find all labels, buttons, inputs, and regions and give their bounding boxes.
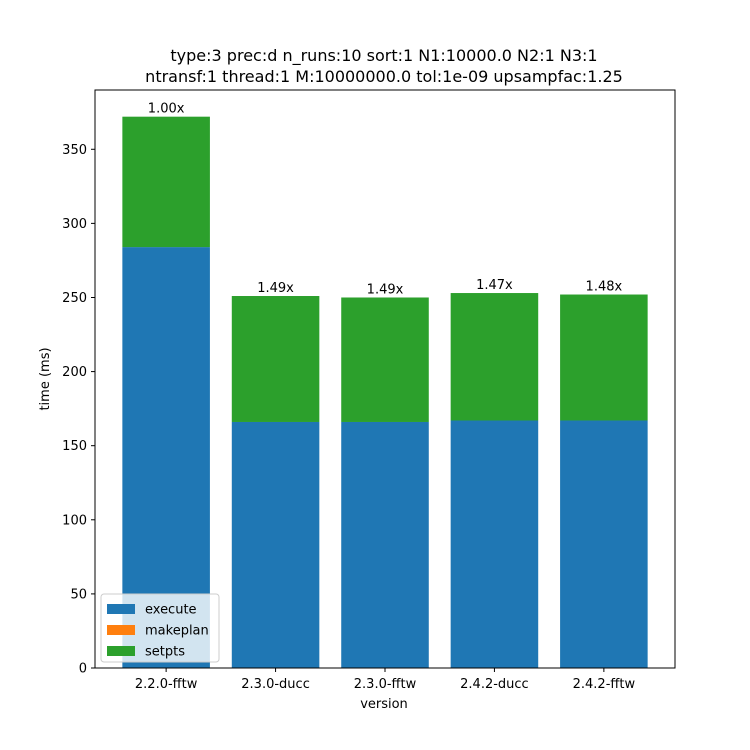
bars-group <box>122 116 648 668</box>
y-tick-label-0: 0 <box>79 662 87 677</box>
bar-execute-2 <box>341 421 429 668</box>
bar-setpts-4 <box>560 294 648 421</box>
bar-execute-3 <box>450 420 539 668</box>
bar-setpts-0 <box>122 116 210 248</box>
bar-execute-1 <box>231 421 320 668</box>
x-tick-label-1: 2.3.0-ducc <box>241 677 310 692</box>
y-tick-label-200: 200 <box>62 365 87 380</box>
legend: execute makeplan setpts <box>100 593 220 663</box>
legend-label-setpts: setpts <box>145 645 185 660</box>
bar-label-2: 1.49x <box>367 282 404 297</box>
x-tick-label-4: 2.4.2-fftw <box>573 677 636 692</box>
legend-swatch-setpts <box>107 646 135 656</box>
legend-label-makeplan: makeplan <box>145 624 209 639</box>
y-tick-label-150: 150 <box>62 439 87 454</box>
bar-label-4: 1.48x <box>586 280 623 295</box>
y-tick-label-350: 350 <box>62 143 87 158</box>
y-tick-label-50: 50 <box>70 587 87 602</box>
bar-label-1: 1.49x <box>257 281 294 296</box>
y-tick-label-250: 250 <box>62 291 87 306</box>
bar-label-0: 1.00x <box>148 102 185 117</box>
bar-setpts-2 <box>341 297 429 422</box>
chart-title-line1: type:3 prec:d n_runs:10 sort:1 N1:10000.… <box>170 46 597 66</box>
bar-label-3: 1.47x <box>476 278 513 293</box>
bar-setpts-3 <box>450 293 539 421</box>
y-axis-label: time (ms) <box>38 347 53 410</box>
bar-execute-4 <box>560 420 648 668</box>
x-tick-label-0: 2.2.0-fftw <box>135 677 198 692</box>
y-tick-label-100: 100 <box>62 513 87 528</box>
y-tick-label-300: 300 <box>62 217 87 232</box>
x-tick-label-3: 2.4.2-ducc <box>460 677 529 692</box>
y-axis: 0 50 100 150 200 250 300 350 <box>62 143 95 677</box>
bar-labels-group: 1.00x 1.49x 1.49x 1.47x 1.48x <box>148 102 623 298</box>
x-tick-label-2: 2.3.0-fftw <box>354 677 417 692</box>
bar-setpts-1 <box>231 296 320 422</box>
legend-swatch-execute <box>107 604 135 614</box>
x-axis: 2.2.0-fftw 2.3.0-ducc 2.3.0-fftw 2.4.2-ducc… <box>135 668 636 692</box>
legend-label-execute: execute <box>145 603 197 618</box>
legend-swatch-makeplan <box>107 625 135 635</box>
x-axis-label: version <box>360 697 408 712</box>
chart-title-line2: ntransf:1 thread:1 M:10000000.0 tol:1e-0… <box>145 67 623 86</box>
